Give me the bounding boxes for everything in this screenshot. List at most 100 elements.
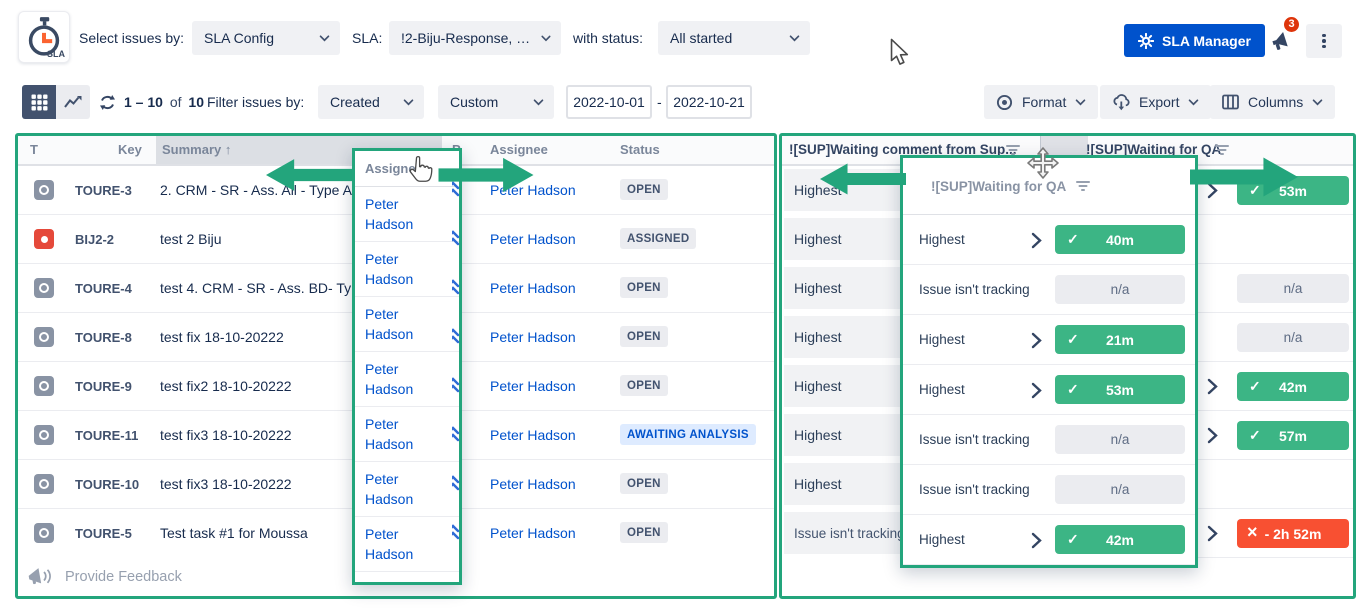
drag-overlay-qa-column[interactable]: ![SUP]Waiting for QA Highest 40m Issue i…: [900, 155, 1198, 568]
expand-chevron-icon[interactable]: [1207, 182, 1218, 199]
chevron-down-icon: [541, 35, 551, 41]
drag-overlay-qa-header: ![SUP]Waiting for QA: [903, 158, 1195, 215]
list-item: Peter Hadson: [355, 352, 459, 407]
sla-manager-button[interactable]: SLA Manager: [1124, 24, 1265, 57]
issue-key: TOURE-5: [75, 526, 132, 541]
assignee-link[interactable]: Peter Hadson: [490, 378, 576, 394]
select-issues-by-label: Select issues by:: [79, 30, 185, 46]
issue-summary: 2. CRM - SR - Ass. All - Type Al: [160, 182, 356, 198]
assignee-link[interactable]: Peter Hadson: [490, 182, 576, 198]
assignee-link[interactable]: Peter Hadson: [365, 196, 414, 232]
assignee-link[interactable]: Peter Hadson: [490, 476, 576, 492]
filter-period-dropdown[interactable]: Custom: [438, 85, 554, 119]
assignee-link[interactable]: Peter Hadson: [365, 579, 427, 582]
kebab-icon: [1322, 32, 1326, 50]
more-menu-button[interactable]: [1306, 24, 1342, 58]
drag-overlay-assignee-column[interactable]: Assignee Peter Hadson Peter Hadson Peter…: [352, 148, 462, 585]
priority-icon: [452, 376, 461, 396]
chevron-down-icon: [1312, 98, 1323, 105]
chart-view-toggle[interactable]: [56, 85, 90, 119]
sla-priority-label: Issue isn't tracking: [919, 481, 1030, 497]
date-to-input[interactable]: [666, 85, 752, 119]
expand-chevron-icon[interactable]: [1207, 427, 1218, 444]
issue-type-icon: [34, 474, 54, 494]
assignee-link[interactable]: Peter Hadson: [365, 526, 414, 562]
chevron-down-icon: [403, 98, 414, 105]
export-button[interactable]: Export: [1100, 85, 1212, 119]
filter-icon[interactable]: [1076, 180, 1091, 192]
list-item: Peter Hadson: [355, 242, 459, 297]
eye-icon: [996, 94, 1013, 110]
provide-feedback-link[interactable]: Provide Feedback: [28, 567, 182, 587]
sla-time-chip: 42m: [1237, 372, 1349, 401]
assignee-link[interactable]: Peter Hadson: [490, 427, 576, 443]
sla-time-chip: n/a: [1055, 425, 1185, 454]
format-button[interactable]: Format: [984, 85, 1099, 119]
filter-issues-by-label: Filter issues by:: [207, 94, 305, 110]
col-header-waiting-qa[interactable]: ![SUP]Waiting for QA: [1086, 142, 1222, 157]
expand-chevron-icon[interactable]: [1207, 378, 1218, 395]
issue-type-icon: [34, 180, 54, 200]
expand-chevron-icon[interactable]: [1031, 232, 1042, 249]
list-item: Peter Hadson: [355, 187, 459, 242]
assignee-link[interactable]: Peter Hadson: [490, 329, 576, 345]
issue-key: TOURE-3: [75, 183, 132, 198]
expand-chevron-icon[interactable]: [1207, 525, 1218, 542]
issue-summary: test 2 Biju: [160, 231, 222, 247]
priority-icon: [452, 229, 461, 249]
sla-time-chip: n/a: [1055, 275, 1185, 304]
sla-time-chip: 42m: [1055, 525, 1185, 554]
col-header-waiting-comment[interactable]: ![SUP]Waiting comment from Sup...: [789, 142, 1017, 157]
issue-type-icon: [34, 278, 54, 298]
assignee-link[interactable]: Peter Hadson: [365, 306, 414, 342]
assignee-link[interactable]: Peter Hadson: [365, 471, 414, 507]
assignee-link[interactable]: Peter Hadson: [490, 525, 576, 541]
refresh-button[interactable]: [94, 85, 120, 119]
filter-icon[interactable]: [1006, 144, 1020, 156]
sla-row: Highest 21m: [903, 315, 1195, 365]
sla-time-chip: n/a: [1237, 274, 1349, 303]
issue-key: TOURE-10: [75, 477, 140, 492]
status-badge: AWAITING ANALYSIS: [620, 424, 756, 445]
list-item: Peter Hadson: [355, 462, 459, 517]
date-from-input[interactable]: [566, 85, 652, 119]
assignee-link[interactable]: Peter Hadson: [490, 280, 576, 296]
issue-summary: test fix2 18-10-20222: [160, 378, 292, 394]
priority-icon: [452, 278, 461, 298]
filter-field-dropdown[interactable]: Created: [318, 85, 424, 119]
sla-time-chip: n/a: [1055, 475, 1185, 504]
assignee-link[interactable]: Peter Hadson: [365, 416, 414, 452]
col-header-assignee[interactable]: Assignee: [490, 142, 548, 157]
chevron-down-icon: [1076, 98, 1086, 105]
table-view-toggle[interactable]: [22, 85, 56, 119]
select-issues-by-dropdown[interactable]: SLA Config: [192, 21, 340, 55]
table-row: TOURE-5 Test task #1 for Moussa Peter Ha…: [18, 509, 774, 558]
list-item: Peter Hadson: [355, 572, 459, 582]
sla-cell-waiting-qa: - 2h 52m: [1040, 509, 1353, 558]
col-header-type[interactable]: T: [30, 142, 38, 157]
sla-row: Highest 40m: [903, 215, 1195, 265]
issue-summary: test 4. CRM - SR - Ass. BD- Typ: [160, 280, 359, 296]
col-header-key[interactable]: Key: [118, 142, 142, 157]
status-badge: OPEN: [620, 522, 668, 543]
issue-type-icon: [34, 376, 54, 396]
expand-chevron-icon[interactable]: [1031, 332, 1042, 349]
assignee-link[interactable]: Peter Hadson: [365, 251, 414, 287]
columns-button[interactable]: Columns: [1210, 85, 1336, 119]
col-header-status[interactable]: Status: [620, 142, 660, 157]
filter-icon[interactable]: [1215, 144, 1229, 156]
status-dropdown[interactable]: All started: [658, 21, 810, 55]
trend-chart-icon: [64, 96, 82, 108]
pagination-info: 1 – 10 of 10: [124, 94, 204, 110]
assignee-link[interactable]: Peter Hadson: [365, 361, 414, 397]
sort-ascending-icon: ↑: [224, 142, 232, 157]
announcements-button[interactable]: [1262, 24, 1298, 58]
expand-chevron-icon[interactable]: [1031, 532, 1042, 549]
sla-dropdown[interactable]: !2-Biju-Response, !3. ...: [389, 21, 561, 55]
expand-chevron-icon[interactable]: [1031, 382, 1042, 399]
sla-row: Issue isn't tracking n/a: [903, 415, 1195, 465]
chevron-down-icon: [789, 34, 800, 41]
sla-priority-label: Issue isn't tracking: [919, 431, 1030, 447]
priority-icon: [452, 474, 461, 494]
assignee-link[interactable]: Peter Hadson: [490, 231, 576, 247]
